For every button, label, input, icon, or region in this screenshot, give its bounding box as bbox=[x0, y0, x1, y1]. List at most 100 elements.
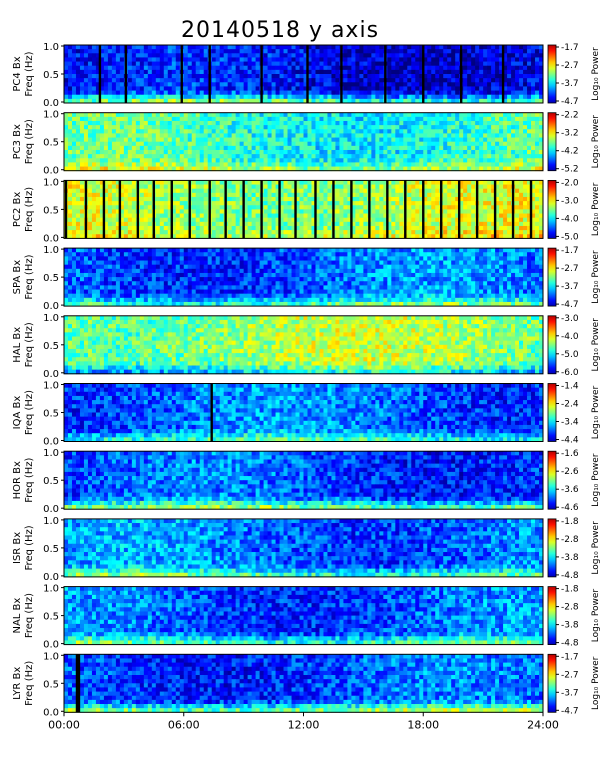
heat-cell bbox=[419, 133, 423, 138]
heat-cell bbox=[184, 218, 188, 223]
heat-cell bbox=[327, 193, 331, 198]
heat-cell bbox=[108, 201, 112, 206]
heat-cell bbox=[523, 82, 527, 87]
heat-cell bbox=[144, 62, 148, 67]
heat-cell bbox=[104, 62, 108, 67]
heat-cell bbox=[375, 57, 379, 62]
heat-cell bbox=[252, 133, 256, 138]
heat-cell bbox=[240, 91, 244, 96]
heat-cell bbox=[483, 133, 487, 138]
heat-cell bbox=[176, 117, 180, 122]
heat-cell bbox=[363, 138, 367, 143]
heat-cell bbox=[288, 226, 292, 231]
heat-cell bbox=[383, 117, 387, 122]
heat-cell bbox=[252, 78, 256, 83]
heat-cell bbox=[248, 117, 252, 122]
heat-cell bbox=[363, 62, 367, 67]
heat-cell bbox=[228, 189, 232, 194]
heat-cell bbox=[192, 142, 196, 147]
heat-cell bbox=[164, 150, 168, 155]
heat-cell bbox=[327, 133, 331, 138]
heat-cell bbox=[479, 129, 483, 134]
heat-cell bbox=[140, 133, 144, 138]
heat-cell bbox=[399, 66, 403, 71]
heat-cell bbox=[507, 162, 511, 167]
heat-cell bbox=[276, 125, 280, 130]
heat-cell bbox=[335, 45, 339, 50]
heat-cell bbox=[188, 91, 192, 96]
heat-cell bbox=[88, 193, 92, 198]
heat-cell bbox=[236, 53, 240, 58]
heat-cell bbox=[296, 146, 300, 151]
heat-cell bbox=[216, 117, 220, 122]
station-label: PC3 Bx bbox=[12, 124, 23, 159]
heat-cell bbox=[124, 162, 128, 167]
heat-cell bbox=[120, 113, 124, 118]
heat-cell bbox=[459, 133, 463, 138]
heat-cell bbox=[104, 70, 108, 75]
heat-cell bbox=[471, 218, 475, 223]
heat-cell bbox=[467, 138, 471, 143]
heat-cell bbox=[200, 117, 204, 122]
heat-cell bbox=[507, 74, 511, 79]
heat-cell bbox=[487, 193, 491, 198]
heat-cell bbox=[192, 66, 196, 71]
heat-cell bbox=[268, 154, 272, 159]
heat-cell bbox=[288, 146, 292, 151]
heat-cell bbox=[228, 230, 232, 235]
heat-cell bbox=[232, 162, 236, 167]
heat-cell bbox=[395, 222, 399, 227]
heat-cell bbox=[523, 91, 527, 96]
heat-cell bbox=[232, 129, 236, 134]
heat-cell bbox=[108, 230, 112, 235]
heat-cell bbox=[108, 189, 112, 194]
heat-cell bbox=[527, 142, 531, 147]
heat-cell bbox=[463, 82, 467, 87]
heat-cell bbox=[391, 226, 395, 231]
heat-cell bbox=[343, 154, 347, 159]
heat-cell bbox=[499, 162, 503, 167]
freq-axis-label: Freq (Hz) bbox=[24, 119, 35, 164]
heat-cell bbox=[399, 214, 403, 219]
heat-cell bbox=[248, 62, 252, 67]
heat-cell bbox=[204, 57, 208, 62]
heat-cell bbox=[264, 133, 268, 138]
heat-cell bbox=[152, 57, 156, 62]
heat-cell bbox=[80, 197, 84, 202]
heat-cell bbox=[88, 142, 92, 147]
heat-cell bbox=[391, 158, 395, 163]
heat-cell bbox=[96, 205, 100, 210]
heat-cell bbox=[507, 125, 511, 130]
heat-cell bbox=[184, 193, 188, 198]
heat-cell bbox=[475, 138, 479, 143]
heat-cell bbox=[280, 121, 284, 126]
heat-cell bbox=[307, 133, 311, 138]
heat-cell bbox=[315, 158, 319, 163]
heat-cell bbox=[515, 125, 519, 130]
heat-cell bbox=[479, 193, 483, 198]
heat-cell bbox=[467, 86, 471, 91]
heat-cell bbox=[307, 201, 311, 206]
heat-cell bbox=[327, 113, 331, 118]
heat-cell bbox=[503, 129, 507, 134]
heat-cell bbox=[204, 205, 208, 210]
heat-cell bbox=[507, 185, 511, 190]
heat-cell bbox=[343, 150, 347, 155]
heat-cell bbox=[188, 74, 192, 79]
heat-cell bbox=[359, 121, 363, 126]
heat-cell bbox=[64, 133, 68, 138]
heat-cell bbox=[431, 146, 435, 151]
heat-cell bbox=[244, 133, 248, 138]
heat-cell bbox=[311, 158, 315, 163]
heat-cell bbox=[483, 185, 487, 190]
heat-cell bbox=[415, 218, 419, 223]
heat-cell bbox=[363, 209, 367, 214]
heat-cell bbox=[491, 78, 495, 83]
heat-cell bbox=[519, 117, 523, 122]
heat-cell bbox=[256, 113, 260, 118]
heat-cell bbox=[319, 230, 323, 235]
heat-cell bbox=[431, 230, 435, 235]
heat-cell bbox=[128, 125, 132, 130]
heat-cell bbox=[375, 66, 379, 71]
heat-cell bbox=[395, 214, 399, 219]
